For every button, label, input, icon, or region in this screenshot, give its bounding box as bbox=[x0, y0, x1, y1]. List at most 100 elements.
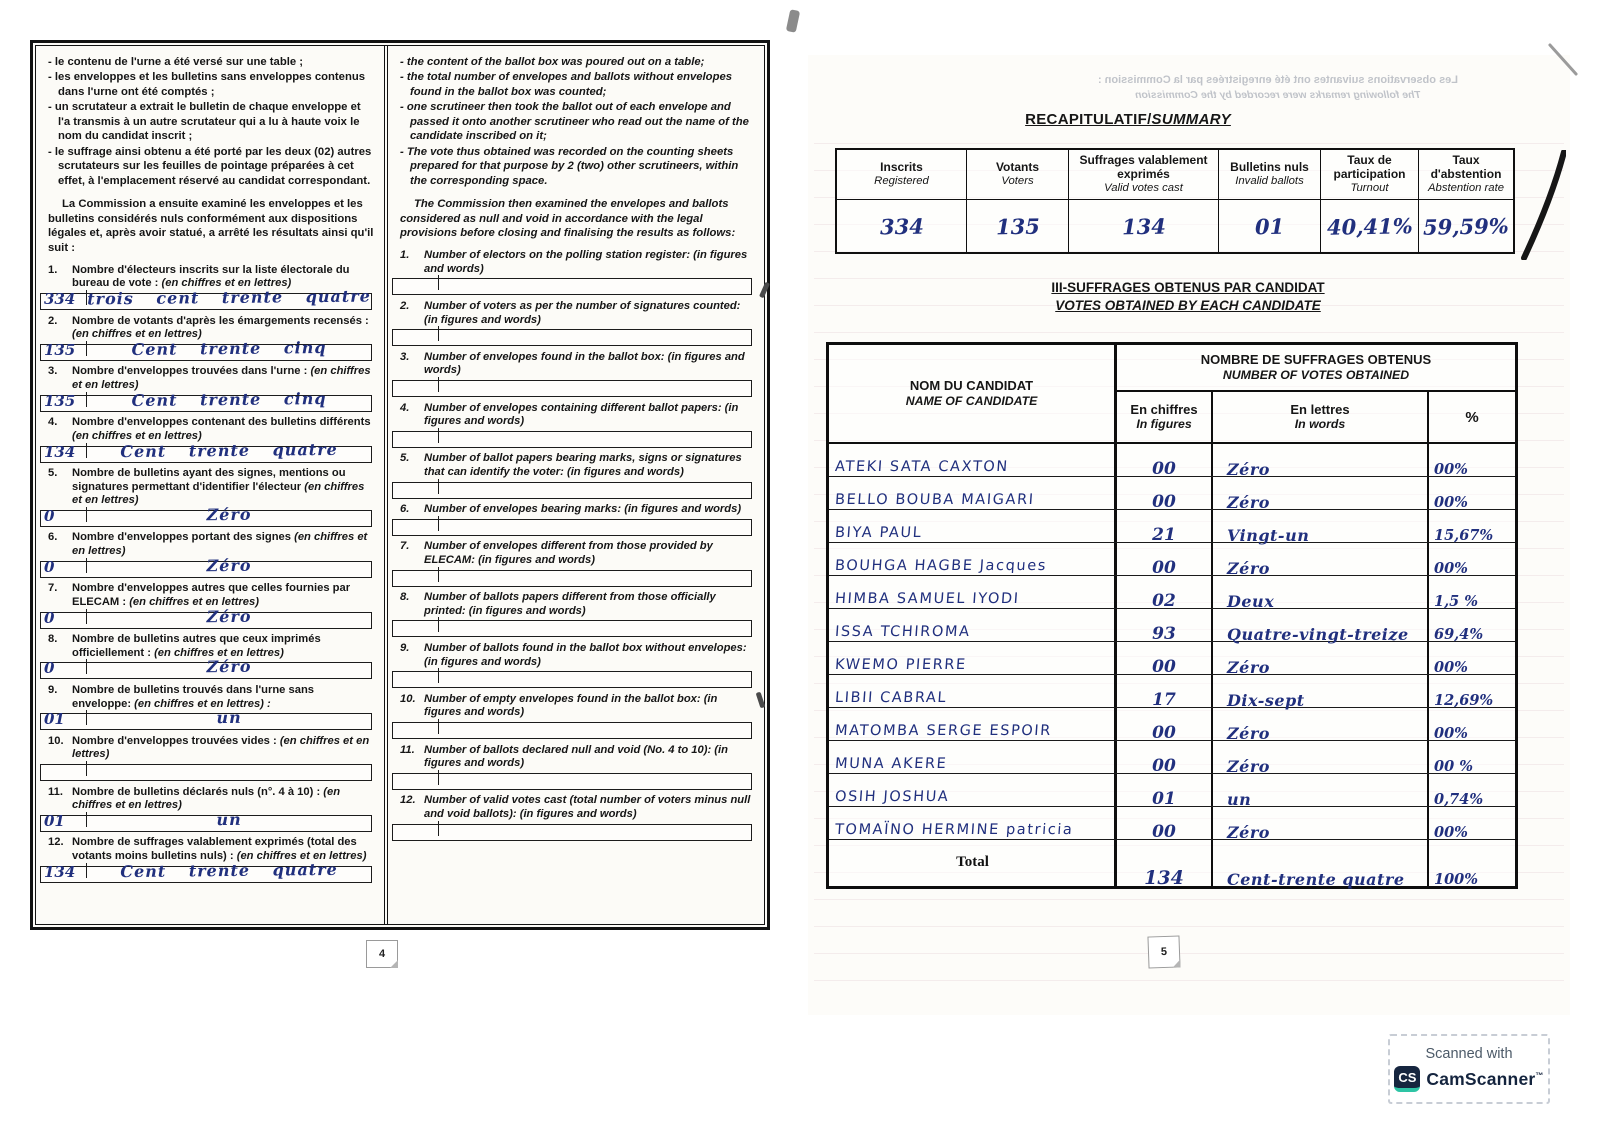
item-hint: (en chiffres et en lettres) bbox=[72, 734, 370, 761]
figures-handwriting: 0 bbox=[41, 659, 87, 677]
candidate-row: LIBII CABRAL 17 Dix-sept 12,69% bbox=[829, 675, 1515, 710]
item-hint: (en chiffres et en lettres) bbox=[72, 328, 202, 341]
summary-value-hw: 134 bbox=[1121, 213, 1166, 239]
summary-col-en: Turnout bbox=[1350, 181, 1389, 194]
summary-col-fr: Taux de participation bbox=[1333, 153, 1406, 181]
summary-header-cell: Taux d'abstention Abstention rate bbox=[1419, 150, 1513, 200]
item-label: Nombre d'enveloppes portant des signes bbox=[72, 531, 291, 544]
item-number: 10. bbox=[400, 692, 416, 705]
item-label: Nombre de bulletins ayant des signes, me… bbox=[72, 467, 346, 493]
candidate-pct-hw: 00% bbox=[1434, 725, 1468, 742]
paragraph-fr: La Commission a ensuite examiné les enve… bbox=[48, 198, 374, 255]
words-cell bbox=[439, 477, 751, 492]
candidate-pct-hw: 1,5 % bbox=[1434, 593, 1479, 610]
item-label: Nombre d'enveloppes autres que celles fo… bbox=[72, 582, 351, 608]
item-number: 6. bbox=[400, 503, 410, 516]
item-label: Number of envelopes containing different… bbox=[424, 401, 739, 428]
words-cell bbox=[439, 565, 751, 580]
summary-col-en: Voters bbox=[1001, 174, 1034, 187]
form-item-en: 10. Number of empty envelopes found in th… bbox=[392, 692, 754, 740]
words-handwriting: un bbox=[216, 809, 242, 829]
camscanner-brand: CamScanner™ bbox=[1426, 1069, 1543, 1090]
fill-in-box-empty bbox=[392, 668, 752, 689]
page-curl bbox=[1521, 150, 1566, 260]
header-in-figures: En chiffres In figures bbox=[1117, 392, 1213, 442]
words-handwriting: Cent trente cinq bbox=[131, 337, 327, 359]
summary-title-fr: RECAPITULATIF/ bbox=[1025, 111, 1152, 128]
fill-in-box: 134 Cent trente quatre bbox=[40, 439, 372, 463]
page-number-4: 4 bbox=[366, 940, 398, 968]
candidate-row: BIYA PAUL 21 Vingt-un 15,67% bbox=[829, 510, 1515, 545]
figures-cell bbox=[393, 566, 439, 582]
words-cell bbox=[439, 514, 751, 529]
figures-handwriting: 134 bbox=[41, 442, 87, 461]
candidate-pct-hw: 15,67% bbox=[1434, 527, 1494, 544]
item-number: 4. bbox=[400, 401, 410, 414]
candidate-row: OSIH JOSHUA 01 un 0,74% bbox=[829, 774, 1515, 809]
header-name-en: NAME OF CANDIDATE bbox=[905, 393, 1038, 408]
item-hint: (en chiffres et en lettres) bbox=[129, 595, 259, 608]
item-number: 7. bbox=[48, 582, 58, 595]
item-label: Nombre d'enveloppes trouvées vides : bbox=[72, 734, 277, 747]
figures-handwriting bbox=[41, 761, 87, 777]
item-hint: (en chiffres et en lettres) bbox=[72, 531, 368, 558]
candidates-section-title: III-SUFFRAGES OBTENUS PAR CANDIDAT VOTES… bbox=[868, 279, 1508, 314]
item-label: Number of envelopes found in the ballot … bbox=[424, 350, 745, 377]
camscanner-watermark: Scanned with CS CamScanner™ bbox=[1388, 1034, 1550, 1104]
paragraph-en: The Commission then examined the envelop… bbox=[400, 198, 736, 240]
figures-handwriting: 0 bbox=[41, 608, 87, 627]
summary-value-hw: 135 bbox=[995, 213, 1040, 239]
summary-value-cell: 40,41% bbox=[1321, 200, 1419, 252]
fill-in-box: 334 trois cent trente quatre bbox=[40, 287, 372, 311]
summary-table: Inscrits Registered Votants Voters Suffrag… bbox=[835, 148, 1515, 254]
header-votes-obtained: NOMBRE DE SUFFRAGES OBTENUS NUMBER OF VO… bbox=[1117, 345, 1515, 392]
candidates-table: NOM DU CANDIDAT NAME OF CANDIDATE NOMBRE… bbox=[826, 342, 1518, 889]
item-label: Number of voters as per the number of si… bbox=[424, 299, 741, 326]
candidate-words-hw: Zéro bbox=[1227, 658, 1270, 677]
words-handwriting: trois cent trente quatre bbox=[87, 286, 371, 309]
trademark-symbol: ™ bbox=[1535, 1070, 1544, 1080]
candidate-pct-hw: 00% bbox=[1434, 461, 1468, 478]
item-number: 3. bbox=[400, 350, 410, 363]
item-number: 6. bbox=[48, 531, 58, 544]
page-fold-corner bbox=[390, 960, 398, 968]
candidate-figures-hw: 00 bbox=[1152, 657, 1176, 677]
item-hint: (en chiffres et en lettres) bbox=[236, 850, 367, 863]
item-number: 11. bbox=[48, 785, 63, 798]
candidate-figures-hw: 00 bbox=[1152, 822, 1176, 842]
item-number: 7. bbox=[400, 540, 410, 553]
form-item-fr: 11. Nombre de bulletins déclarés nuls (n°… bbox=[40, 785, 374, 832]
fill-in-box: 135 Cent trente cinq bbox=[40, 338, 372, 361]
figures-cell bbox=[393, 478, 439, 494]
fill-in-box bbox=[40, 761, 372, 782]
form-item-en: 6. Number of envelopes bearing marks: (in… bbox=[392, 503, 754, 536]
figures-handwriting: 134 bbox=[41, 862, 87, 881]
fill-in-box-empty bbox=[392, 617, 752, 638]
words-cell bbox=[439, 615, 751, 630]
candidate-figures-hw: 93 bbox=[1152, 624, 1176, 644]
figures-cell bbox=[393, 820, 439, 836]
item-number: 3. bbox=[48, 365, 58, 378]
item-number: 5. bbox=[48, 467, 58, 480]
form-item-fr: 7. Nombre d'enveloppes autres que celles … bbox=[40, 582, 374, 629]
candidate-words-hw: Vingt-un bbox=[1227, 526, 1310, 545]
candidate-words-hw: Quatre-vingt-treize bbox=[1227, 625, 1409, 644]
item-number: 2. bbox=[48, 314, 58, 327]
candidate-pct-hw: 00% bbox=[1434, 659, 1468, 676]
form-item-fr: 1. Nombre d'électeurs inscrits sur la lis… bbox=[40, 264, 374, 311]
header-votes-en: NUMBER OF VOTES OBTAINED bbox=[1222, 367, 1410, 382]
item-label: Number of electors on the polling statio… bbox=[424, 249, 748, 275]
item-number: 4. bbox=[48, 416, 58, 429]
scan-edge-artifact bbox=[785, 9, 801, 33]
item-label: Number of ballot papers bearing marks, s… bbox=[424, 452, 742, 478]
words-handwriting: Zéro bbox=[206, 606, 252, 626]
item-number: 11. bbox=[400, 743, 415, 756]
fill-in-box-empty bbox=[392, 478, 752, 499]
candidate-row: MATOMBA SERGE ESPOIR 00 Zéro 00% bbox=[829, 708, 1515, 743]
item-hint: (en chiffres et en lettres) bbox=[161, 277, 292, 290]
form-item-en: 2. Number of voters as per the number of … bbox=[392, 299, 754, 347]
bleed-text-en: The following remarks were recorded by t… bbox=[1135, 88, 1421, 101]
left-page-sheet: - le contenu de l'urne a été versé sur u… bbox=[30, 40, 770, 930]
header-in-words: En lettres In words bbox=[1213, 392, 1429, 442]
words-cell bbox=[439, 768, 751, 783]
